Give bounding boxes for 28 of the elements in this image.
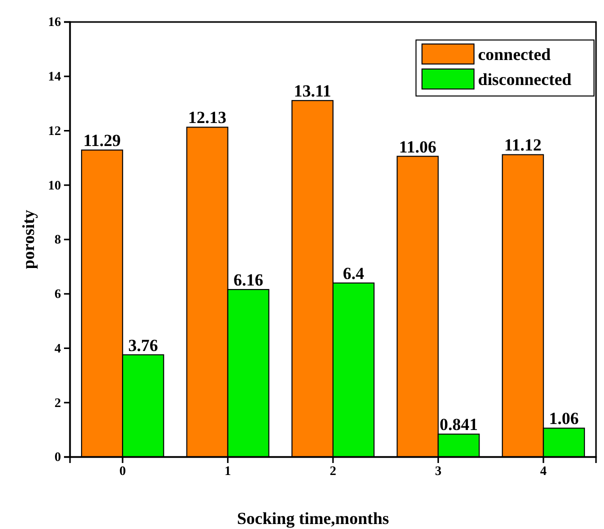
y-tick-label: 10 <box>48 177 61 192</box>
y-tick-label: 0 <box>54 449 61 464</box>
data-label: 3.76 <box>128 336 158 355</box>
data-label: 11.12 <box>504 136 542 155</box>
data-label: 13.11 <box>294 82 332 101</box>
y-tick-label: 4 <box>54 340 62 356</box>
data-label: 6.4 <box>342 264 365 283</box>
data-label: 0.841 <box>440 415 478 434</box>
data-label: 1.06 <box>549 409 579 428</box>
legend-label: disconnected <box>478 70 572 89</box>
y-tick-label: 8 <box>54 232 62 247</box>
x-tick-label: 1 <box>224 463 232 478</box>
x-axis-title: Socking time,months <box>236 509 390 528</box>
x-tick-label: 2 <box>330 463 336 478</box>
legend-label: connected <box>478 45 552 64</box>
y-tick-label: 14 <box>48 68 62 84</box>
data-label: 11.29 <box>83 131 121 150</box>
y-axis-title: porosity <box>19 209 38 270</box>
y-tick-label: 16 <box>48 14 62 30</box>
y-tick-label: 12 <box>48 122 61 138</box>
data-label: 12.13 <box>188 108 226 128</box>
data-label: 11.06 <box>399 137 436 156</box>
y-tick-label: 2 <box>54 394 61 410</box>
x-tick-label: 3 <box>434 463 442 478</box>
x-tick-label: 0 <box>119 463 126 478</box>
data-label: 6.16 <box>233 270 264 290</box>
y-tick-label: 6 <box>54 286 62 302</box>
x-tick-label: 4 <box>540 463 548 478</box>
